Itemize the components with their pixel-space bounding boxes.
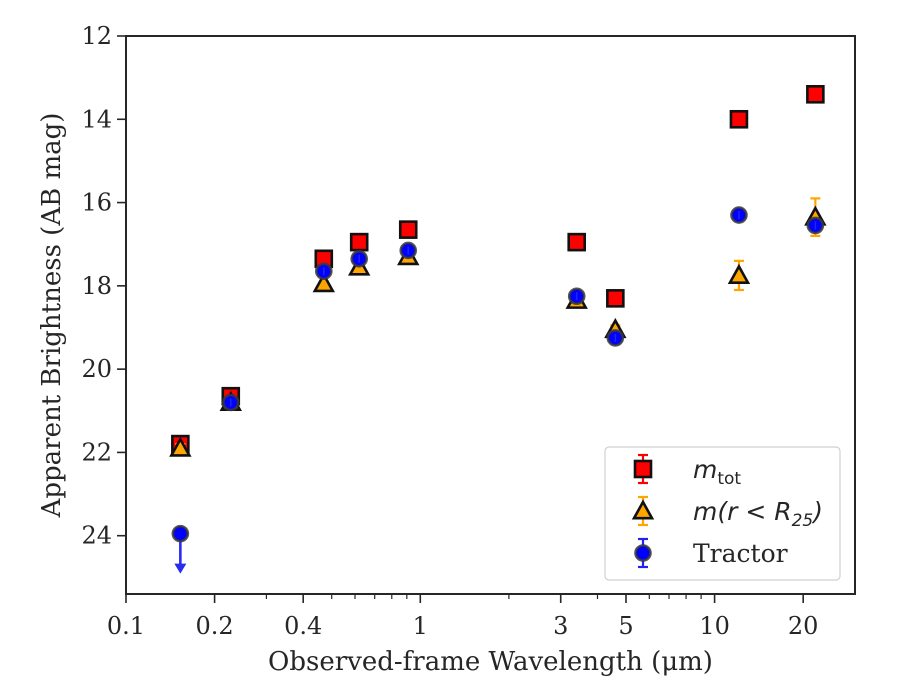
legend-label: mtot [693,455,741,489]
plot-border [125,35,856,595]
x-tick-label: 0.2 [196,612,234,640]
series-square [171,84,825,454]
data-point-square [806,84,825,104]
data-marks [169,84,827,574]
x-tick-label: 10 [699,612,730,640]
y-tick-label: 24 [81,522,112,550]
data-point-triangle [169,436,192,457]
legend-marker-square [633,459,653,479]
y-tick-label: 18 [81,272,112,300]
legend-box [604,446,841,581]
upper-limit-arrowhead [174,563,187,574]
axis-ticks: 0.1 0.2 0.4 1 3 5 10 20 12 14 16 18 20 22 24 [81,22,818,640]
data-point-circle [171,524,190,543]
x-axis-title: Observed-frame Wavelength (μm) [268,647,713,677]
legend-entry: Tractor [634,537,788,569]
y-tick-label: 16 [81,189,112,217]
data-point-triangle [312,272,336,293]
data-point-square [349,232,369,252]
x-tick-label: 0.4 [284,612,322,640]
data-point-square [729,109,749,129]
y-axis-title: Apparent Brightness (AB mag) [37,113,67,519]
data-point-square [567,232,587,252]
legend-label: Tractor [693,539,788,568]
legend-label: m(r < R25) [693,497,823,531]
data-point-square [606,289,625,308]
legend-marker-circle [634,544,652,562]
legend: mtot m(r < R25) Tractor [604,446,841,581]
legend-label-main: m [693,455,717,484]
x-tick-label: 5 [618,612,633,640]
plot-frame [125,35,856,595]
y-tick-label: 12 [81,22,112,50]
x-tick-label: 0.1 [107,612,145,640]
y-axis-label: Apparent Brightness (AB mag) [37,113,67,519]
x-tick-label: 1 [413,612,428,640]
x-axis-label: Observed-frame Wavelength (μm) [268,647,713,677]
series-triangle [169,197,827,457]
y-tick-label: 20 [81,355,112,383]
x-tick-label: 20 [788,612,819,640]
legend-label-sub: 25 [792,511,814,531]
x-tick-label: 3 [553,612,568,640]
data-point-triangle [727,263,751,284]
legend-entry: mtot [633,453,741,489]
data-point-square [398,220,418,239]
legend-label-tail: ) [811,497,823,526]
y-tick-label: 22 [81,438,112,466]
legend-label-sub: tot [717,469,741,489]
legend-entry: m(r < R25) [631,495,823,531]
legend-marker-triangle [631,499,655,520]
y-tick-label: 14 [81,105,112,133]
series-circle [171,206,825,574]
legend-label-main: m(r < R [693,497,792,526]
